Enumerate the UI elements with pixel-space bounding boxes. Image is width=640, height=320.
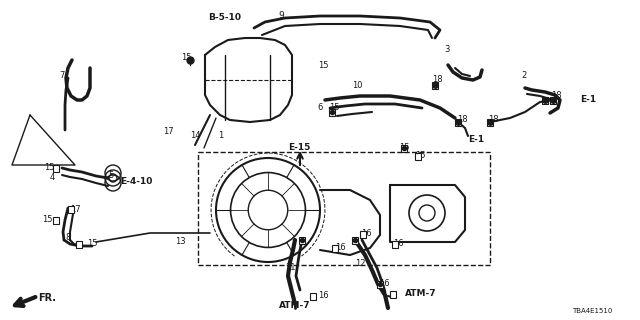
Text: ATM-7: ATM-7 bbox=[405, 289, 436, 298]
Bar bbox=[390, 291, 396, 298]
Text: 15: 15 bbox=[87, 239, 97, 249]
Bar bbox=[432, 82, 438, 89]
Text: 10: 10 bbox=[352, 81, 362, 90]
Text: 13: 13 bbox=[175, 236, 186, 245]
Text: 18: 18 bbox=[551, 91, 562, 100]
Bar bbox=[455, 118, 461, 125]
Bar bbox=[68, 205, 74, 212]
Text: 16: 16 bbox=[318, 292, 328, 300]
Bar bbox=[299, 236, 305, 244]
Text: 2: 2 bbox=[521, 70, 526, 79]
Text: 3: 3 bbox=[444, 45, 449, 54]
Text: 16: 16 bbox=[361, 229, 372, 238]
Text: 15: 15 bbox=[329, 103, 339, 113]
Text: 15: 15 bbox=[181, 52, 191, 61]
Text: 15: 15 bbox=[318, 60, 328, 69]
Text: 5: 5 bbox=[108, 171, 113, 180]
Bar bbox=[53, 217, 59, 223]
Text: 17: 17 bbox=[163, 126, 173, 135]
Bar bbox=[332, 244, 338, 252]
Text: 12: 12 bbox=[355, 259, 365, 268]
Bar bbox=[542, 97, 548, 103]
Text: TBA4E1510: TBA4E1510 bbox=[572, 308, 612, 314]
Bar bbox=[310, 292, 316, 300]
Bar bbox=[401, 145, 407, 151]
Bar bbox=[487, 118, 493, 125]
Text: FR.: FR. bbox=[38, 293, 56, 303]
Text: 9: 9 bbox=[278, 12, 284, 20]
Bar bbox=[198, 152, 490, 265]
Text: 14: 14 bbox=[190, 131, 200, 140]
Bar bbox=[360, 230, 366, 237]
Text: 15: 15 bbox=[42, 215, 53, 225]
Text: 15: 15 bbox=[399, 143, 410, 153]
Text: ATM-7: ATM-7 bbox=[279, 301, 311, 310]
Text: E-15: E-15 bbox=[288, 143, 310, 153]
Text: E-4-10: E-4-10 bbox=[120, 178, 152, 187]
Bar bbox=[392, 241, 398, 247]
Text: 4: 4 bbox=[50, 173, 55, 182]
Bar bbox=[53, 164, 59, 172]
Bar bbox=[415, 153, 421, 159]
Text: E-1: E-1 bbox=[580, 95, 596, 105]
Text: 15: 15 bbox=[415, 150, 426, 159]
Text: 18: 18 bbox=[457, 116, 468, 124]
Bar bbox=[377, 281, 383, 287]
Text: 16: 16 bbox=[335, 244, 346, 252]
Text: 18: 18 bbox=[432, 76, 443, 84]
Text: B-5-10: B-5-10 bbox=[209, 13, 241, 22]
Text: 1: 1 bbox=[218, 132, 223, 140]
Text: E-1: E-1 bbox=[468, 135, 484, 145]
Text: 18: 18 bbox=[488, 116, 499, 124]
Text: 17: 17 bbox=[70, 204, 81, 213]
Text: 11: 11 bbox=[285, 263, 296, 273]
Text: 15: 15 bbox=[45, 163, 55, 172]
Text: 6: 6 bbox=[317, 103, 323, 113]
Bar bbox=[76, 241, 82, 247]
Bar bbox=[550, 97, 556, 103]
Text: 16: 16 bbox=[379, 279, 390, 289]
Text: 8: 8 bbox=[65, 234, 70, 243]
Text: 16: 16 bbox=[393, 239, 404, 249]
Bar bbox=[329, 108, 335, 116]
Text: 7: 7 bbox=[59, 70, 65, 79]
Bar bbox=[352, 236, 358, 244]
